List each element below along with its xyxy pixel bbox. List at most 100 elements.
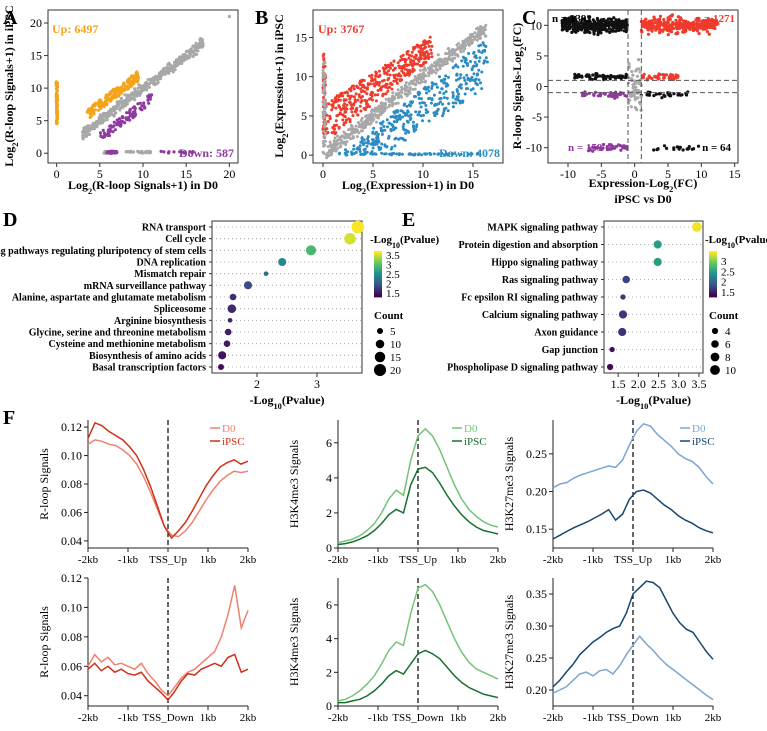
point-not-significant bbox=[428, 66, 432, 70]
point-down bbox=[404, 131, 408, 135]
point-not-significant bbox=[629, 105, 633, 109]
point-down bbox=[383, 128, 387, 132]
color-bar-segment bbox=[374, 293, 382, 296]
color-bar-segment bbox=[709, 270, 717, 273]
point-not-significant bbox=[434, 71, 438, 75]
point-mid bbox=[658, 73, 662, 77]
profile-plot-3: 0.15 0.20 0.25 -2kb -1kb TSS_Up 1kb 2kb H3K27me3… bbox=[502, 420, 722, 566]
point-down bbox=[451, 91, 455, 95]
point-down bbox=[480, 87, 484, 91]
point-up bbox=[385, 72, 389, 76]
point-quadrant-upper-right bbox=[705, 30, 710, 34]
color-bar-segment bbox=[709, 258, 717, 261]
point-down bbox=[460, 59, 464, 63]
point-up bbox=[322, 56, 326, 60]
down-count-label: Down: 587 bbox=[179, 146, 234, 160]
point-up bbox=[392, 79, 396, 83]
point-up bbox=[430, 51, 433, 55]
point-quadrant-lower-right bbox=[681, 148, 685, 152]
point-not-significant bbox=[391, 91, 395, 95]
panel-letter-c: C bbox=[522, 7, 536, 29]
x-tick-label: TSS_Down bbox=[142, 712, 194, 724]
point-lower-right bbox=[645, 93, 649, 97]
x-tick-label: -2kb bbox=[78, 712, 99, 724]
point-down bbox=[395, 152, 398, 156]
point-not-significant bbox=[631, 73, 635, 77]
point-up bbox=[336, 113, 340, 117]
point-not-significant bbox=[445, 61, 449, 65]
point-up bbox=[356, 98, 360, 102]
term-label: Calcium signaling pathway bbox=[482, 310, 598, 321]
point-down bbox=[379, 147, 383, 151]
point-down bbox=[428, 96, 432, 100]
point-up bbox=[341, 107, 345, 110]
point-down bbox=[412, 95, 416, 98]
point-down bbox=[422, 113, 425, 117]
quadrant-count-lower-right: n = 64 bbox=[702, 142, 731, 154]
point-up bbox=[344, 98, 348, 102]
x-axis-label-main: -Log bbox=[616, 393, 640, 407]
point-down bbox=[420, 153, 424, 157]
point-mid bbox=[578, 74, 582, 78]
point-not-significant bbox=[454, 48, 458, 52]
point-up bbox=[327, 102, 331, 106]
point-not-significant bbox=[323, 143, 327, 147]
point-not-significant bbox=[634, 91, 638, 95]
x-tick-label: 5 bbox=[665, 167, 671, 181]
x-tick-label: -5 bbox=[596, 167, 606, 181]
point-down bbox=[358, 150, 362, 153]
color-bar-tick: 2.5 bbox=[386, 269, 400, 281]
point-not-significant bbox=[112, 108, 116, 112]
enrichment-dot bbox=[229, 293, 237, 301]
point-not-significant bbox=[121, 102, 125, 106]
point-up bbox=[334, 96, 338, 100]
point-not-significant bbox=[321, 72, 325, 76]
point-down bbox=[445, 96, 449, 100]
point-quadrant-upper-right bbox=[683, 23, 687, 28]
size-legend-dot bbox=[373, 363, 387, 377]
point-quadrant-upper-right bbox=[676, 30, 680, 35]
point-down bbox=[424, 104, 428, 107]
point-up bbox=[400, 69, 404, 73]
point-down bbox=[394, 114, 398, 118]
point-not-significant bbox=[324, 139, 327, 143]
point-down bbox=[98, 131, 103, 135]
point-down bbox=[352, 144, 356, 148]
point-up bbox=[348, 101, 352, 105]
enrichment-dot bbox=[344, 232, 356, 245]
point-down bbox=[485, 60, 489, 64]
point-quadrant-upper-right bbox=[705, 23, 710, 27]
term-label: Mismatch repair bbox=[134, 269, 206, 280]
point-not-significant bbox=[140, 149, 144, 154]
point-up bbox=[412, 59, 416, 63]
point-down bbox=[430, 81, 434, 85]
x-tick-label: 15 bbox=[467, 167, 479, 181]
point-not-significant bbox=[124, 150, 128, 154]
point-lower-left bbox=[582, 93, 586, 97]
y-axis-label-main: Log bbox=[272, 138, 286, 158]
point-not-significant bbox=[133, 93, 137, 97]
point-up bbox=[421, 62, 425, 66]
point-down bbox=[424, 108, 428, 112]
color-bar-segment bbox=[709, 266, 717, 269]
point-not-significant bbox=[128, 93, 132, 97]
point-not-significant bbox=[340, 134, 344, 138]
point-up bbox=[388, 73, 392, 77]
point-up bbox=[384, 92, 388, 96]
y-axis-label: H3K27me3 Signals bbox=[502, 437, 516, 532]
point-down bbox=[451, 105, 455, 109]
point-down bbox=[414, 110, 418, 114]
point-lower-left bbox=[607, 94, 611, 98]
point-mid bbox=[642, 72, 646, 76]
point-not-significant bbox=[373, 107, 377, 111]
point-not-significant bbox=[124, 98, 128, 102]
x-axis-label-main: Expression-Log bbox=[589, 176, 669, 190]
point-quadrant-upper-right bbox=[702, 26, 707, 30]
point-quadrant-upper-left bbox=[617, 21, 621, 25]
point-up bbox=[426, 41, 430, 45]
point-quadrant-upper-right bbox=[688, 27, 692, 31]
x-tick-label: 3.0 bbox=[671, 377, 686, 391]
point-up bbox=[359, 109, 363, 113]
term-label: Ras signaling pathway bbox=[502, 275, 598, 286]
